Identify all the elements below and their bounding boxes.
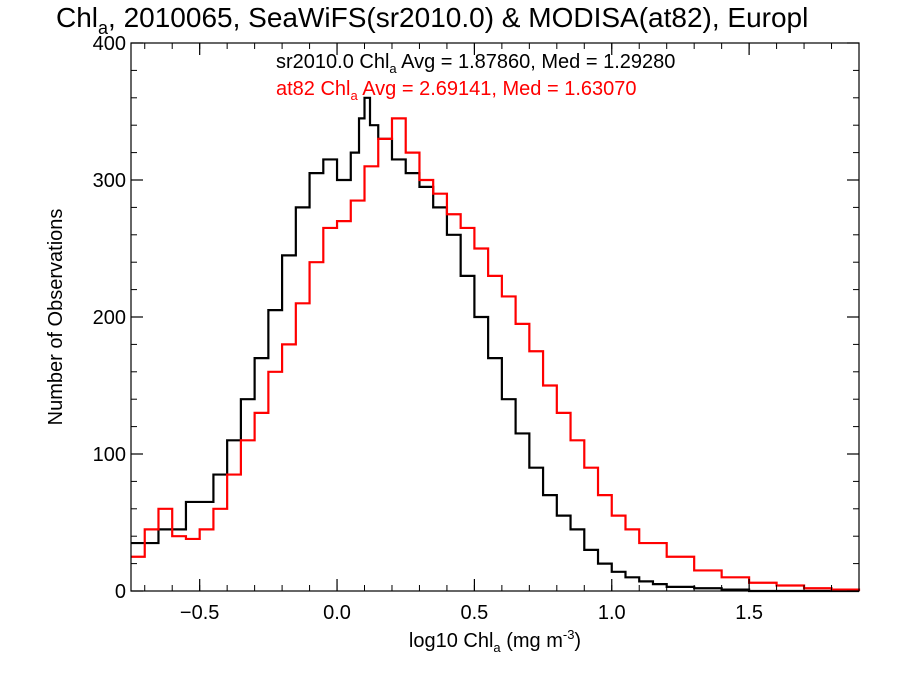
tick-layer: −0.5 0.0 0.5 1.0 1.5 0 100 200 300 400 (93, 33, 860, 624)
x-tick-label: 0.5 (460, 602, 488, 624)
x-tick-label: −0.5 (180, 602, 219, 624)
x-tick-label: 1.0 (598, 602, 626, 624)
y-tick-label: 0 (115, 581, 126, 603)
x-axis-label: log10 Chla (mg m-3) (409, 627, 581, 655)
y-tick-label: 100 (93, 444, 126, 466)
series-1-line (131, 96, 859, 593)
chart-title: Chla, 2010065, SeaWiFS(sr2010.0) & MODIS… (56, 2, 808, 38)
x-tick-label: 0.0 (323, 602, 351, 624)
y-tick-label: 400 (93, 33, 126, 55)
x-tick-label: 1.5 (735, 602, 763, 624)
annotation-series-2: at82 Chla Avg = 2.69141, Med = 1.63070 (276, 78, 636, 103)
series-2-line (131, 117, 861, 591)
y-tick-label: 300 (93, 170, 126, 192)
series-layer (131, 96, 861, 593)
annotation-series-1: sr2010.0 Chla Avg = 1.87860, Med = 1.292… (276, 51, 675, 76)
y-tick-label: 200 (93, 307, 126, 329)
y-axis-label: Number of Observations (45, 209, 67, 426)
